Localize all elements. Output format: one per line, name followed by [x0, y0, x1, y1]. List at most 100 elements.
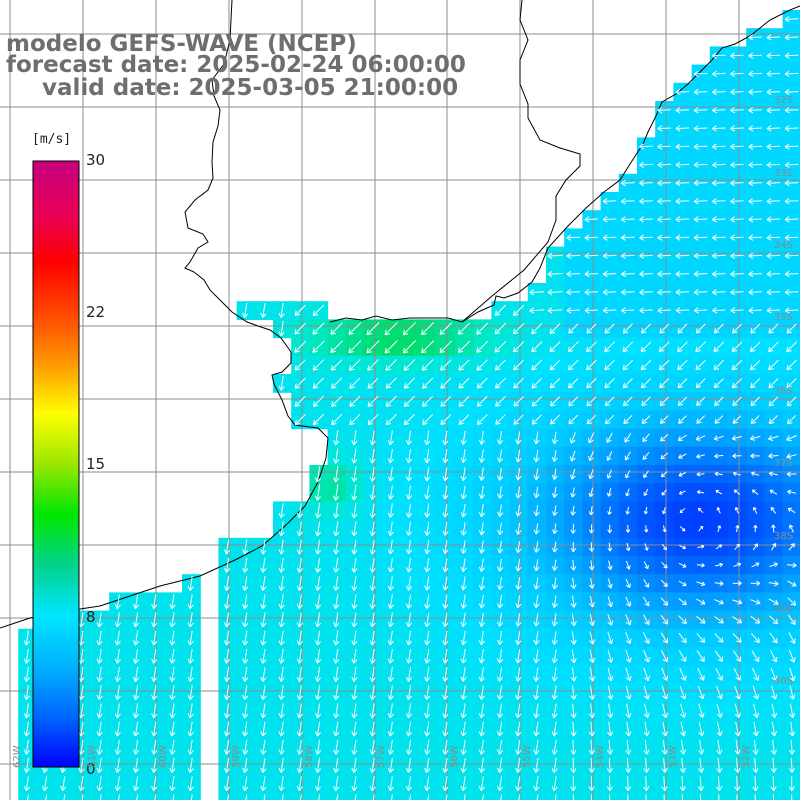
- wind-arrow: [312, 322, 325, 335]
- wind-arrow: [787, 580, 797, 587]
- wind-arrow: [369, 703, 376, 719]
- wind-arrow: [515, 703, 522, 719]
- wind-arrow: [678, 453, 687, 459]
- wind-arrow: [260, 667, 267, 682]
- wind-arrow: [333, 630, 340, 646]
- wind-arrow: [114, 667, 121, 682]
- wind-arrow: [351, 630, 358, 646]
- wind-arrow: [23, 667, 30, 682]
- wind-arrow: [351, 703, 358, 719]
- wind-arrow: [643, 579, 650, 588]
- wind-arrow: [478, 558, 485, 572]
- wind-arrow: [351, 612, 358, 628]
- wind-arrow: [768, 415, 778, 425]
- wind-arrow: [169, 667, 176, 682]
- wind-arrow: [151, 667, 158, 682]
- wind-arrow: [187, 739, 194, 755]
- wind-arrow: [770, 739, 777, 755]
- wind-arrow: [696, 472, 705, 477]
- wind-arrow: [405, 721, 413, 737]
- wind-arrow: [732, 633, 742, 643]
- wind-arrow: [387, 430, 394, 446]
- wind-arrow: [242, 612, 249, 628]
- wind-arrow: [351, 758, 358, 773]
- wind-arrow: [607, 649, 614, 663]
- wind-arrow: [657, 143, 671, 150]
- wind-arrow: [132, 739, 140, 755]
- wind-arrow: [786, 378, 797, 389]
- wind-arrow: [570, 685, 577, 700]
- wind-arrow: [45, 794, 48, 800]
- colorbar-tick-30: 30: [86, 151, 106, 169]
- wind-arrow: [570, 721, 577, 737]
- wind-arrow: [693, 88, 708, 96]
- wind-arrow: [312, 395, 324, 407]
- wind-arrow: [663, 794, 665, 800]
- wind-arrow: [405, 539, 413, 555]
- wind-arrow: [677, 341, 688, 353]
- wind-arrow: [657, 289, 671, 296]
- wind-arrow: [422, 414, 434, 425]
- wind-arrow: [786, 341, 798, 353]
- wind-arrow: [296, 776, 303, 792]
- wind-arrow: [478, 430, 485, 445]
- wind-arrow: [658, 341, 670, 353]
- wind-arrow: [529, 289, 545, 296]
- wind-arrow: [533, 703, 540, 719]
- wind-arrow: [627, 794, 629, 800]
- wind-arrow: [643, 703, 650, 718]
- wind-arrow: [114, 685, 121, 701]
- wind-arrow: [639, 289, 653, 296]
- wind-arrow: [187, 612, 194, 628]
- wind-arrow: [787, 414, 797, 425]
- wind-arrow: [642, 451, 650, 460]
- wind-arrow: [734, 543, 740, 550]
- wind-arrow: [713, 359, 724, 371]
- wind-arrow: [223, 667, 231, 682]
- wind-arrow: [771, 524, 776, 533]
- wind-arrow: [132, 648, 140, 664]
- wind-arrow: [333, 721, 340, 737]
- wind-arrow: [23, 721, 30, 737]
- wind-arrow: [607, 685, 614, 700]
- wind-arrow: [715, 562, 723, 568]
- colorbar-tick-22: 22: [86, 303, 106, 321]
- wind-arrow: [424, 430, 431, 446]
- wind-arrow: [424, 521, 431, 536]
- wind-arrow: [605, 414, 615, 425]
- wind-arrow: [698, 525, 704, 532]
- wind-arrow: [625, 667, 632, 682]
- wind-arrow: [787, 489, 797, 495]
- wind-arrow: [260, 758, 267, 773]
- wind-arrow: [714, 453, 724, 459]
- wind-arrow: [369, 612, 376, 628]
- wind-arrow: [278, 612, 285, 628]
- wind-arrow: [333, 667, 340, 682]
- wind-arrow: [716, 703, 723, 718]
- wind-arrow: [712, 307, 726, 314]
- wind-arrow: [369, 685, 376, 701]
- wind-arrow: [424, 703, 431, 719]
- wind-arrow: [547, 270, 563, 278]
- wind-arrow: [551, 721, 558, 737]
- wind-arrow: [405, 630, 413, 646]
- wind-arrow: [333, 612, 340, 628]
- wind-arrow: [766, 307, 781, 314]
- wind-arrow: [405, 703, 413, 719]
- wind-arrow: [369, 630, 376, 646]
- wind-arrow: [151, 776, 158, 792]
- wind-arrow: [567, 359, 579, 371]
- wind-arrow: [621, 270, 635, 278]
- wind-arrow: [732, 323, 742, 334]
- wind-arrow: [385, 414, 397, 426]
- wind-arrow: [314, 539, 322, 555]
- wind-arrow: [223, 648, 231, 664]
- wind-arrow: [496, 685, 504, 700]
- wind-arrow: [716, 721, 723, 737]
- wind-arrow: [495, 377, 506, 389]
- wind-arrow: [260, 303, 267, 318]
- wind-arrow: [787, 562, 797, 568]
- wind-arrow: [151, 685, 158, 701]
- wind-arrow: [533, 486, 540, 499]
- wind-arrow: [657, 161, 671, 168]
